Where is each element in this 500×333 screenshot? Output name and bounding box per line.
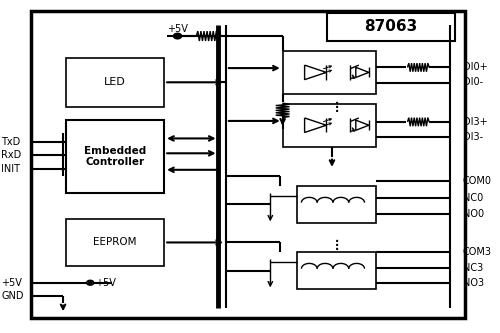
Text: +5V: +5V <box>166 24 188 34</box>
Text: .: . <box>334 93 340 112</box>
Text: Embedded
Controller: Embedded Controller <box>84 146 146 167</box>
Text: .: . <box>334 97 340 116</box>
Text: GND: GND <box>2 291 24 301</box>
Text: COM3: COM3 <box>462 247 492 257</box>
Text: .: . <box>334 231 340 250</box>
Text: .: . <box>334 89 340 108</box>
Text: DI3-: DI3- <box>462 133 483 143</box>
Text: .: . <box>334 227 340 246</box>
Text: +5V: +5V <box>95 278 116 288</box>
Text: COM0: COM0 <box>462 176 492 186</box>
Text: DI3+: DI3+ <box>462 117 487 127</box>
Text: LED: LED <box>104 77 126 87</box>
Bar <box>327 13 456 41</box>
Text: NC3: NC3 <box>462 263 483 273</box>
Text: :: : <box>462 227 466 237</box>
Bar <box>282 51 376 94</box>
Bar <box>298 252 376 289</box>
Text: DI0-: DI0- <box>462 77 483 87</box>
Text: TxD: TxD <box>2 137 20 147</box>
Text: .: . <box>334 235 340 254</box>
Bar <box>66 219 164 265</box>
Text: NO0: NO0 <box>462 209 484 219</box>
Text: NC0: NC0 <box>462 193 483 203</box>
Text: RxD: RxD <box>2 150 21 160</box>
Text: EEPROM: EEPROM <box>93 237 136 247</box>
Text: DI0+: DI0+ <box>462 62 487 73</box>
Bar <box>31 11 465 318</box>
Text: NO3: NO3 <box>462 278 484 288</box>
Text: :: : <box>462 96 466 106</box>
Text: 87063: 87063 <box>364 20 418 35</box>
Text: +5V: +5V <box>2 278 22 288</box>
Bar <box>298 186 376 223</box>
Bar <box>282 104 376 147</box>
Bar <box>66 120 164 193</box>
Bar <box>66 58 164 107</box>
Text: INIT: INIT <box>2 164 20 174</box>
Circle shape <box>88 281 92 284</box>
Circle shape <box>175 34 180 38</box>
